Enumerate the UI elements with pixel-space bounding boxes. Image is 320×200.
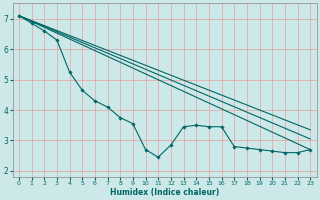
X-axis label: Humidex (Indice chaleur): Humidex (Indice chaleur)	[110, 188, 219, 197]
